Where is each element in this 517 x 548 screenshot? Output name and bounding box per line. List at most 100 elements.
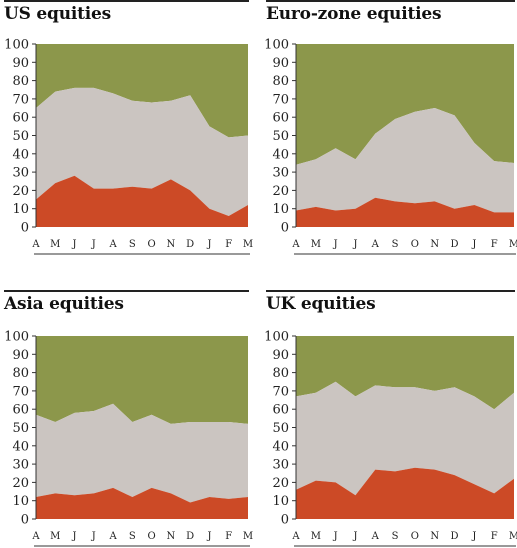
- y-tick-label: 80: [272, 74, 289, 89]
- x-tick-label: J: [471, 239, 476, 250]
- x-tick-label: A: [108, 531, 117, 542]
- y-tick-label: 70: [12, 384, 29, 399]
- y-tick-label: 90: [272, 56, 289, 71]
- x-tick-label: M: [311, 239, 321, 250]
- x-tick-label: M: [311, 531, 321, 542]
- y-tick-label: 80: [272, 366, 289, 381]
- x-tick-label: S: [129, 239, 136, 250]
- y-tick-label: 60: [12, 111, 29, 126]
- x-tick-label: M: [50, 239, 60, 250]
- chart-panel-uk: UK equities 0 10 20 30 40 50 60 70 80 90 100 A M J J A S…: [264, 290, 517, 548]
- chart-panel-euro-zone: Euro-zone equities 0 10 20 30 40 50 60 70 80 90 10…: [264, 0, 517, 260]
- x-tick-label: J: [352, 239, 357, 250]
- y-tick-label: 60: [12, 403, 29, 418]
- x-tick-label: A: [31, 239, 40, 250]
- y-tick-label: 90: [12, 56, 29, 71]
- y-tick-label: 100: [4, 330, 29, 345]
- x-tick-label: S: [129, 531, 136, 542]
- x-tick-label: A: [291, 531, 300, 542]
- area-band-top: [36, 44, 248, 138]
- x-tick-label: N: [167, 531, 176, 542]
- area-band-top: [296, 44, 514, 165]
- y-tick-label: 90: [272, 348, 289, 363]
- x-tick-label: A: [371, 239, 380, 250]
- y-tick-label: 40: [272, 439, 289, 454]
- y-tick-label: 10: [272, 494, 289, 509]
- x-tick-label: J: [333, 531, 338, 542]
- x-tick-label: M: [50, 531, 60, 542]
- chart-panel-asia: Asia equities 0 10 20 30 40 50 60 70 80 90 100 A M J J…: [4, 290, 253, 548]
- x-tick-label: M: [509, 239, 517, 250]
- y-tick-label: 20: [12, 476, 29, 491]
- x-tick-label: J: [91, 531, 96, 542]
- y-tick-label: 100: [264, 38, 289, 53]
- title-rule: [4, 0, 249, 2]
- y-tick-label: 80: [12, 366, 29, 381]
- x-tick-label: J: [333, 239, 338, 250]
- chart-title: UK equities: [266, 294, 376, 314]
- area-band-bottom: [296, 197, 514, 227]
- y-tick-label: 70: [12, 92, 29, 107]
- y-tick-label: 0: [21, 513, 29, 528]
- area-band-middle: [296, 381, 514, 496]
- area-band-bottom: [296, 467, 514, 519]
- x-tick-label: A: [371, 531, 380, 542]
- x-tick-label: D: [451, 239, 459, 250]
- y-tick-label: 70: [272, 384, 289, 399]
- x-tick-label: A: [108, 239, 117, 250]
- x-tick-label: J: [206, 531, 211, 542]
- area-band-top: [36, 336, 248, 424]
- x-tick-label: F: [225, 239, 232, 250]
- y-tick-label: 0: [281, 221, 289, 236]
- chart-panel-us: US equities 0 10 20 30 40 50 60 70 80 90 100 A M J J A S…: [4, 0, 253, 260]
- area-band-bottom: [36, 487, 248, 519]
- title-rule: [4, 290, 249, 292]
- x-tick-label: F: [225, 531, 232, 542]
- chart-title: US equities: [4, 4, 112, 24]
- x-tick-label: M: [243, 531, 253, 542]
- x-tick-label: J: [352, 531, 357, 542]
- x-tick-label: N: [167, 239, 176, 250]
- y-tick-label: 20: [272, 184, 289, 199]
- y-tick-label: 10: [272, 202, 289, 217]
- title-rule: [266, 290, 515, 292]
- chart-title: Euro-zone equities: [266, 4, 442, 24]
- y-tick-label: 90: [12, 348, 29, 363]
- y-tick-label: 60: [272, 403, 289, 418]
- area-band-top: [296, 336, 514, 410]
- x-tick-label: O: [148, 531, 156, 542]
- y-tick-label: 20: [12, 184, 29, 199]
- y-tick-label: 50: [12, 421, 29, 436]
- y-tick-label: 30: [272, 166, 289, 181]
- x-tick-label: O: [411, 531, 419, 542]
- y-tick-label: 20: [272, 476, 289, 491]
- y-tick-label: 50: [272, 129, 289, 144]
- x-tick-label: J: [91, 239, 96, 250]
- y-tick-label: 30: [12, 458, 29, 473]
- y-tick-label: 10: [12, 202, 29, 217]
- x-tick-label: S: [392, 239, 399, 250]
- y-tick-label: 80: [12, 74, 29, 89]
- y-tick-label: 60: [272, 111, 289, 126]
- x-tick-label: J: [471, 531, 476, 542]
- y-tick-label: 50: [272, 421, 289, 436]
- x-tick-label: O: [148, 239, 156, 250]
- y-tick-label: 10: [12, 494, 29, 509]
- title-rule: [266, 0, 515, 2]
- x-tick-label: A: [31, 531, 40, 542]
- y-tick-label: 40: [12, 147, 29, 162]
- area-band-middle: [36, 403, 248, 503]
- x-tick-label: D: [186, 239, 194, 250]
- y-tick-label: 40: [272, 147, 289, 162]
- x-tick-label: D: [186, 531, 194, 542]
- x-tick-label: N: [430, 531, 439, 542]
- y-tick-label: 40: [12, 439, 29, 454]
- x-tick-label: M: [509, 531, 517, 542]
- x-tick-label: F: [491, 239, 498, 250]
- x-tick-label: J: [206, 239, 211, 250]
- x-tick-label: N: [430, 239, 439, 250]
- area-band-middle: [36, 87, 248, 217]
